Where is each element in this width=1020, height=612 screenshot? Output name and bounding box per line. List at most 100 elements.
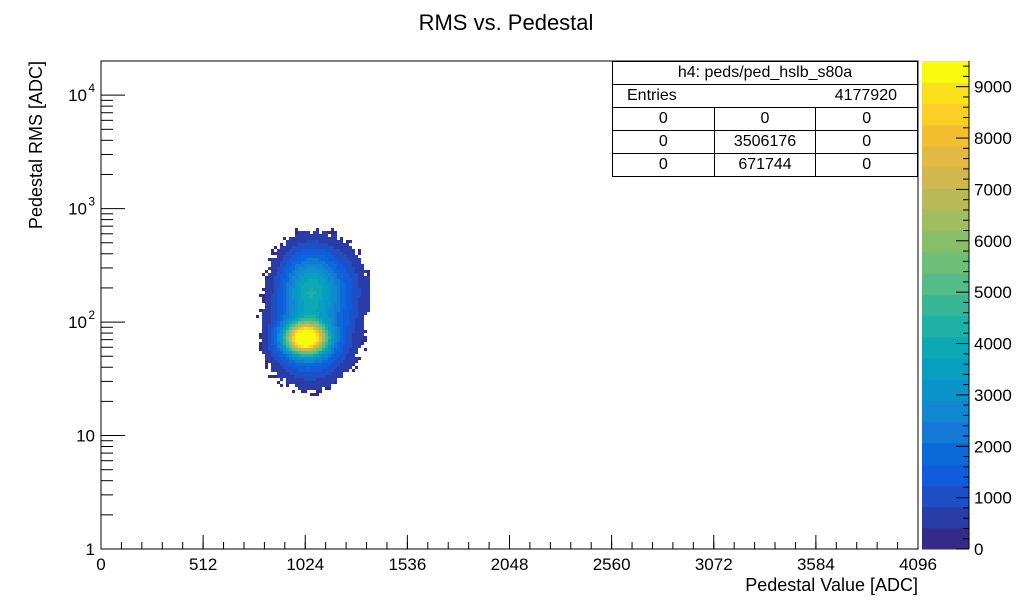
heatmap-cell [280, 297, 283, 300]
heatmap-cell [283, 312, 286, 315]
heatmap-cell [328, 231, 331, 234]
heatmap-cell [358, 276, 361, 279]
heatmap-cell [358, 324, 361, 327]
x-axis-label: Pedestal Value [ADC] [745, 575, 918, 595]
heatmap-cell [328, 288, 331, 291]
heatmap-cell [289, 294, 292, 297]
heatmap-cell [271, 273, 274, 276]
heatmap-cell [331, 270, 334, 273]
heatmap-cell [295, 294, 298, 297]
heatmap-cell [280, 315, 283, 318]
heatmap-cell [301, 324, 304, 327]
heatmap-cell [280, 273, 283, 276]
heatmap-cell [289, 351, 292, 354]
heatmap-cell [316, 369, 319, 372]
heatmap-cell [346, 360, 349, 363]
heatmap-cell [313, 264, 316, 267]
heatmap-cell [334, 369, 337, 372]
heatmap-cell [346, 297, 349, 300]
heatmap-cell [322, 291, 325, 294]
heatmap-cell [331, 273, 334, 276]
heatmap-cell [334, 312, 337, 315]
heatmap-cell [337, 261, 340, 264]
heatmap-cell [313, 351, 316, 354]
heatmap-cell [310, 369, 313, 372]
heatmap-cell [298, 234, 301, 237]
heatmap-cell [331, 288, 334, 291]
heatmap-cell [361, 276, 364, 279]
heatmap-cell [322, 273, 325, 276]
heatmap-cell [277, 264, 280, 267]
heatmap-cell [334, 261, 337, 264]
heatmap-cell [361, 267, 364, 270]
heatmap-cell [337, 315, 340, 318]
heatmap-cell [328, 369, 331, 372]
heatmap-cell [349, 288, 352, 291]
heatmap-cell [274, 318, 277, 321]
heatmap-cell [355, 282, 358, 285]
heatmap-cell [265, 318, 268, 321]
heatmap-cell [277, 363, 280, 366]
heatmap-cell [280, 375, 283, 378]
heatmap-cell [322, 318, 325, 321]
heatmap-cell [286, 369, 289, 372]
heatmap-cell [295, 303, 298, 306]
heatmap-cell [316, 264, 319, 267]
heatmap-cell [268, 303, 271, 306]
heatmap-cell [310, 306, 313, 309]
heatmap-cell [325, 354, 328, 357]
heatmap-cell [328, 381, 331, 384]
heatmap-cell [310, 252, 313, 255]
heatmap-cell [304, 288, 307, 291]
heatmap-cell [358, 288, 361, 291]
heatmap-cell [331, 276, 334, 279]
heatmap-cell [307, 366, 310, 369]
heatmap-cell [355, 264, 358, 267]
heatmap-cell [283, 333, 286, 336]
heatmap-cell [346, 273, 349, 276]
stats-cell: 0 [862, 133, 872, 150]
heatmap-cell [301, 258, 304, 261]
heatmap-cell [364, 300, 367, 303]
heatmap-cell [304, 315, 307, 318]
heatmap-cell [289, 237, 292, 240]
heatmap-cell [352, 273, 355, 276]
heatmap-cell [331, 357, 334, 360]
heatmap-cell [349, 246, 352, 249]
heatmap-cell [331, 369, 334, 372]
heatmap-cell [289, 240, 292, 243]
heatmap-cell [268, 288, 271, 291]
heatmap-cell [298, 366, 301, 369]
heatmap-cell [286, 345, 289, 348]
heatmap-cell [283, 372, 286, 375]
heatmap-cell [331, 366, 334, 369]
x-axis: 0 512 1024 1536 2048 2560 3072 3584 4096 [96, 535, 937, 574]
heatmap-cell [301, 342, 304, 345]
heatmap-cell [304, 276, 307, 279]
heatmap-cell [322, 264, 325, 267]
heatmap-cell [322, 369, 325, 372]
heatmap-cell [271, 312, 274, 315]
heatmap-cell [301, 336, 304, 339]
heatmap-cell [358, 321, 361, 324]
heatmap-cell [292, 309, 295, 312]
heatmap-cell [292, 339, 295, 342]
heatmap-cell [325, 315, 328, 318]
heatmap-cell [298, 327, 301, 330]
heatmap-cell [268, 306, 271, 309]
heatmap-cell [358, 330, 361, 333]
heatmap-cell [337, 357, 340, 360]
heatmap-cell [262, 327, 265, 330]
heatmap-cell [295, 339, 298, 342]
heatmap-cell [328, 318, 331, 321]
heatmap-cell [310, 261, 313, 264]
heatmap-cell [280, 249, 283, 252]
heatmap-cell [334, 303, 337, 306]
heatmap-cell [319, 258, 322, 261]
heatmap-cell [292, 276, 295, 279]
heatmap-cell [286, 360, 289, 363]
color-scale-segment [922, 421, 969, 444]
heatmap-cell [322, 348, 325, 351]
heatmap-cell [277, 294, 280, 297]
heatmap-cell [283, 357, 286, 360]
